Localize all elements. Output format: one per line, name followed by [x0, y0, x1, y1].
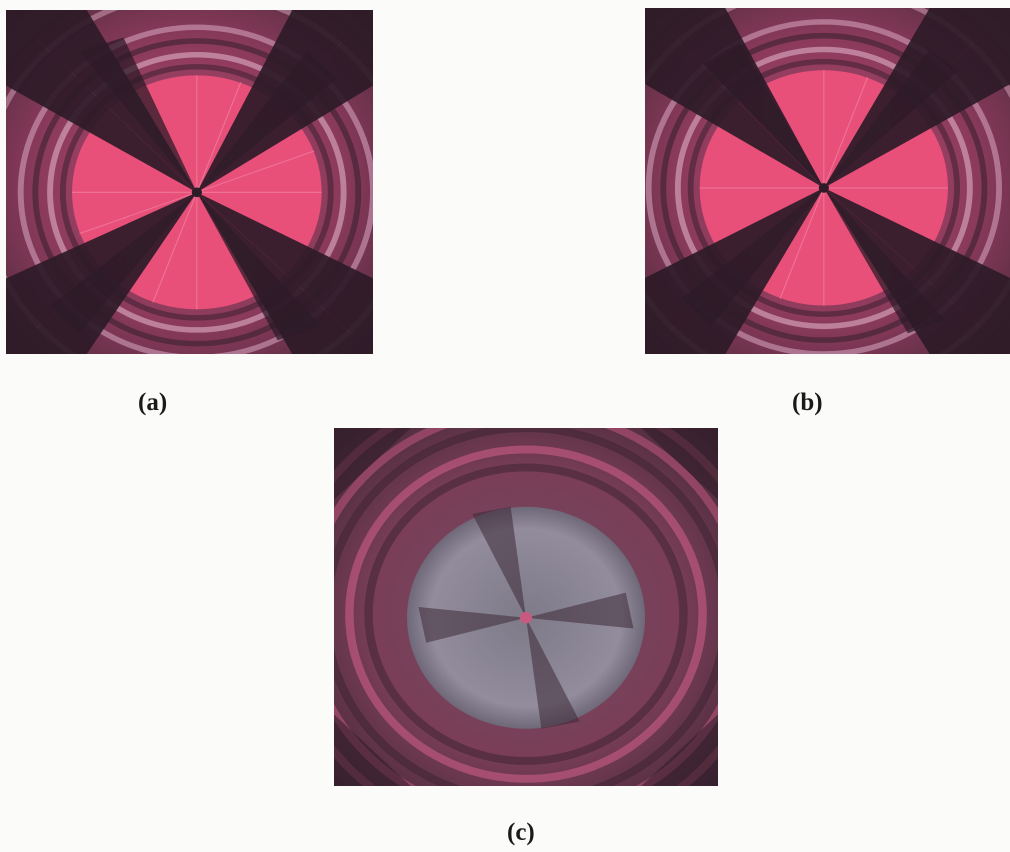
- micrograph-panel-b: [645, 8, 1010, 354]
- panel-caption-b: (b): [792, 389, 823, 416]
- micrograph-image-a: [6, 10, 373, 354]
- micrograph-image-b: [645, 8, 1010, 354]
- micrograph-panel-a: [6, 10, 373, 354]
- micrograph-image-c: [334, 428, 718, 786]
- micrograph-panel-c: [334, 428, 718, 786]
- panel-caption-a: (a): [138, 389, 168, 416]
- panel-caption-c: (c): [507, 819, 535, 846]
